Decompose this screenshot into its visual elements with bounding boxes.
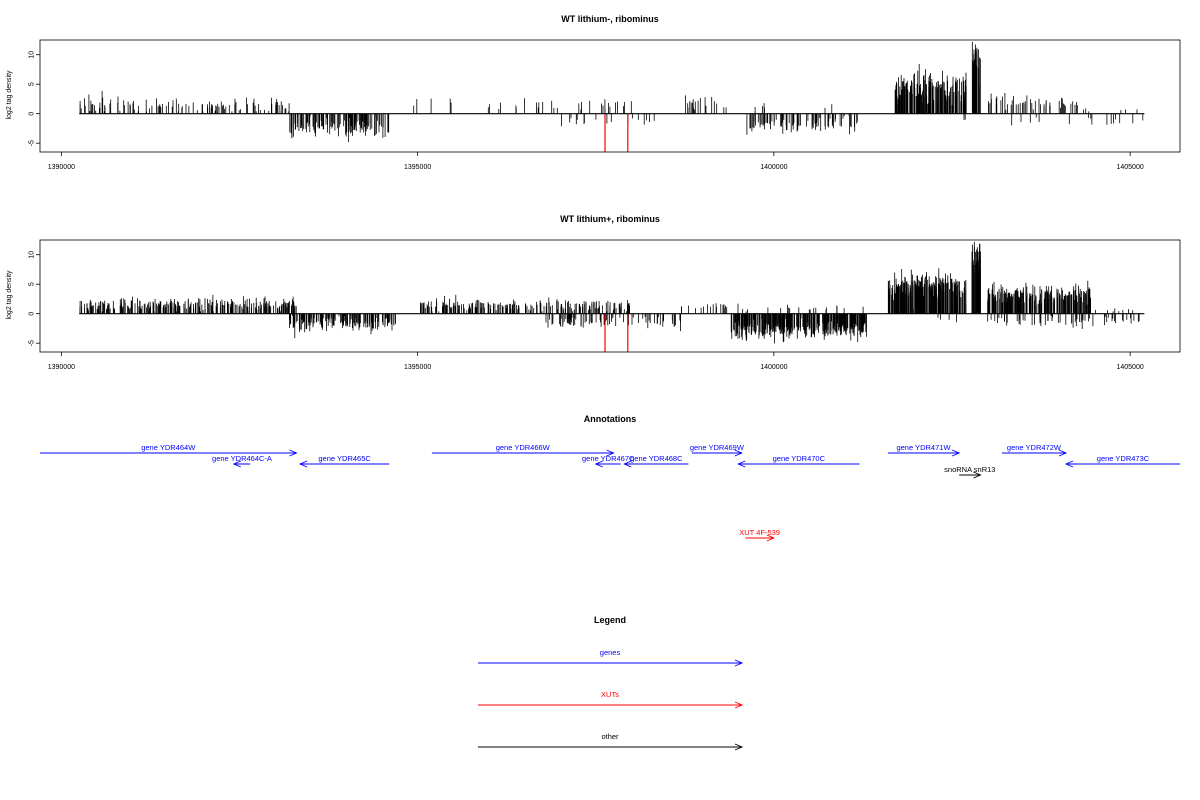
arrow-head xyxy=(951,449,961,457)
arrow-head xyxy=(734,449,743,457)
y-axis-label: log2 tag density xyxy=(6,270,13,320)
arrow-head xyxy=(289,449,298,457)
x-tick-label: 1400000 xyxy=(760,164,787,171)
x-tick-label: 1390000 xyxy=(48,164,75,171)
y-tick-label: 0 xyxy=(29,312,36,316)
feature-gene-ydr470c: gene YDR470C xyxy=(737,454,860,468)
plot-axes: 1390000 1395000 1400000 1405000 -5 0 5 10 xyxy=(29,39,1181,171)
arrow-head xyxy=(298,460,308,468)
y-tick-label: -5 xyxy=(29,140,36,146)
annotations-title: Annotations xyxy=(584,414,637,424)
arrow-head xyxy=(232,460,241,468)
feature-label: gene YDR467C xyxy=(582,454,635,463)
feature-label: gene YDR465C xyxy=(318,454,371,463)
arrow-head xyxy=(623,460,632,468)
feature-label: gene YDR464C-A xyxy=(212,454,272,463)
arrow-head xyxy=(737,460,746,468)
legend-items: genes XUTs other xyxy=(478,648,744,751)
legend-label: XUTs xyxy=(601,690,619,699)
feature-xut-4f-539: XUT 4F-539 xyxy=(739,528,780,542)
y-tick-label: 10 xyxy=(29,51,36,59)
feature-label: gene YDR473C xyxy=(1097,454,1150,463)
y-tick-label: 5 xyxy=(29,282,36,286)
feature-label: gene YDR466W xyxy=(496,443,551,452)
x-tick-label: 1400000 xyxy=(760,364,787,371)
arrow-head xyxy=(606,449,615,457)
legend-label: other xyxy=(601,732,619,741)
y-tick-label: 5 xyxy=(29,82,36,86)
legend-title: Legend xyxy=(594,615,626,625)
feature-label: snoRNA snR13 xyxy=(944,465,995,474)
legend-item-genes: genes xyxy=(478,648,744,667)
panel-title: WT lithium-, ribominus xyxy=(561,14,659,24)
plot-frame xyxy=(39,239,1181,353)
feature-gene-ydr466w: gene YDR466W xyxy=(431,443,615,457)
feature-gene-ydr473c: gene YDR473C xyxy=(1064,454,1180,468)
feature-label: gene YDR471W xyxy=(896,443,951,452)
panel-title: WT lithium+, ribominus xyxy=(560,214,660,224)
coverage-bars xyxy=(79,241,1145,352)
feature-label: gene YDR464W xyxy=(141,443,196,452)
y-tick-label: -5 xyxy=(29,340,36,346)
arrow-head xyxy=(1058,449,1068,457)
legend-item-xuts: XUTs xyxy=(478,690,744,709)
y-tick-label: 10 xyxy=(29,251,36,259)
arrow-head xyxy=(594,460,603,468)
y-tick-label: 0 xyxy=(29,112,36,116)
legend: Legend genes XUTs other xyxy=(478,615,744,751)
feature-label: gene YDR472W xyxy=(1007,443,1062,452)
x-tick-label: 1390000 xyxy=(48,364,75,371)
feature-gene-ydr467c: gene YDR467C xyxy=(582,454,635,468)
coverage-panel-lithium-plus: WT lithium+, ribominus log2 tag density … xyxy=(6,214,1181,371)
x-tick-label: 1395000 xyxy=(404,364,431,371)
feature-label: gene YDR470C xyxy=(773,454,826,463)
feature-gene-ydr471w: gene YDR471W xyxy=(887,443,961,457)
feature-gene-ydr468c: gene YDR468C xyxy=(623,454,689,468)
legend-item-other: other xyxy=(478,732,744,751)
arrow-head xyxy=(734,743,744,751)
x-tick-label: 1395000 xyxy=(404,164,431,171)
y-axis-label: log2 tag density xyxy=(6,70,13,120)
annotation-features: gene YDR464W gene YDR464C-A gene YDR465C ge… xyxy=(40,443,1180,542)
feature-label: gene YDR468C xyxy=(630,454,683,463)
arrow-head xyxy=(766,534,776,542)
x-tick-label: 1405000 xyxy=(1116,364,1143,371)
arrow-head xyxy=(1064,460,1074,468)
feature-gene-ydr465c: gene YDR465C xyxy=(298,454,390,468)
legend-label: genes xyxy=(600,648,621,657)
plot-axes: 1390000 1395000 1400000 1405000 -5 0 5 10 xyxy=(29,239,1181,371)
coverage-panel-lithium-minus: WT lithium-, ribominus log2 tag density … xyxy=(6,14,1181,171)
feature-snorna-snr13: snoRNA snR13 xyxy=(944,465,995,479)
x-tick-label: 1405000 xyxy=(1116,164,1143,171)
feature-label: XUT 4F-539 xyxy=(739,528,780,537)
plot-frame xyxy=(39,39,1181,153)
coverage-bars xyxy=(79,41,1145,152)
feature-label: gene YDR469W xyxy=(690,443,745,452)
feature-gene-ydr464c-a: gene YDR464C-A xyxy=(212,454,272,468)
feature-gene-ydr472w: gene YDR472W xyxy=(1001,443,1068,457)
feature-gene-ydr469w: gene YDR469W xyxy=(690,443,745,457)
arrow-head xyxy=(734,701,744,709)
arrow-head xyxy=(734,659,744,667)
feature-gene-ydr464w: gene YDR464W xyxy=(40,443,298,457)
arrow-head xyxy=(973,471,982,479)
